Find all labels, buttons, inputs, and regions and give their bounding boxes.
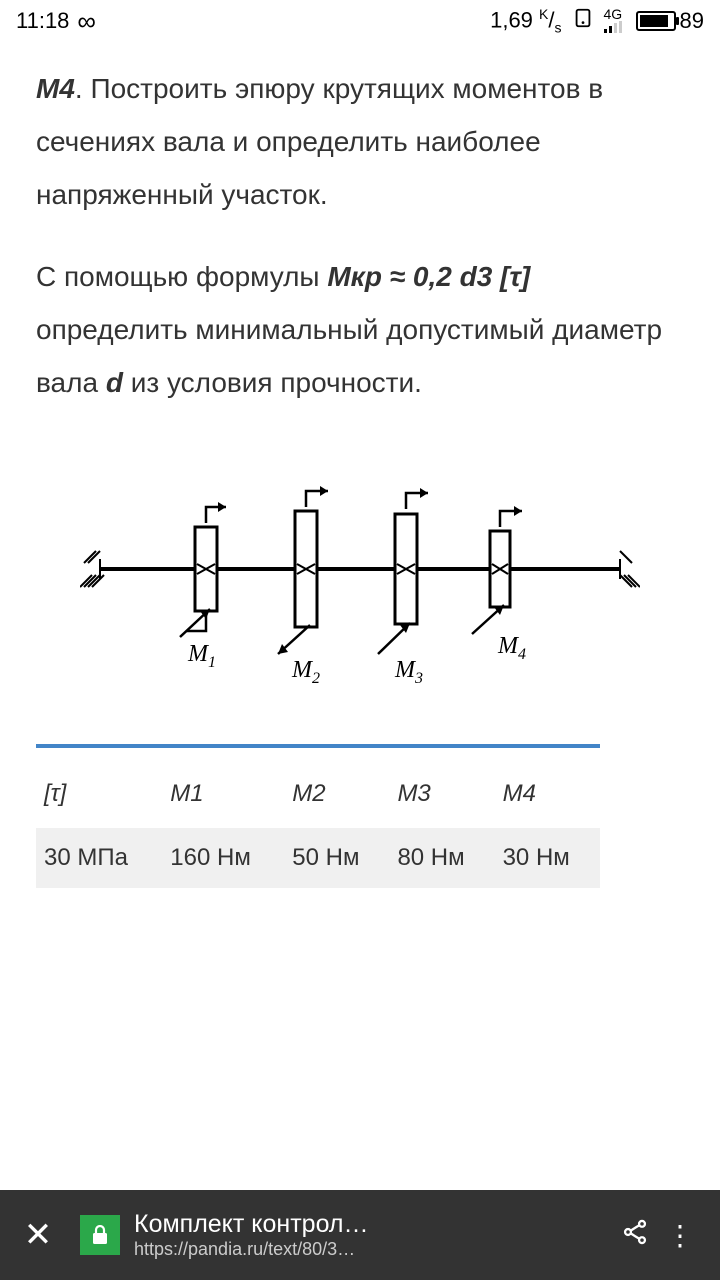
table-header-row: [τ] M1 M2 M3 M4 [36, 770, 600, 828]
th-m3: M3 [389, 770, 494, 828]
th-tau: [τ] [36, 770, 162, 828]
lock-icon [80, 1215, 120, 1255]
label-m3: M3 [394, 657, 423, 687]
data-table-wrap: [τ] M1 M2 M3 M4 30 МПа 160 Нм 50 Нм 80 Н… [36, 744, 684, 888]
label-m4: M4 [497, 633, 526, 663]
status-right: 1,69 K/s 4G 89 [490, 6, 704, 36]
page-title: Комплект контрол… [134, 1210, 610, 1239]
td-m3: 80 Нм [389, 828, 494, 888]
td-m4: 30 Нм [495, 828, 600, 888]
p2-text-a: С помощью формулы [36, 261, 327, 292]
table-accent-bar [36, 744, 600, 748]
rotation-lock-icon [572, 7, 594, 35]
paragraph-1: М4. Построить эпюру крутящих моментов в … [36, 62, 684, 222]
diagram-svg: M1 M2 M3 [80, 459, 640, 689]
data-rate: 1,69 K/s [490, 6, 561, 36]
page-url: https://pandia.ru/text/80/3… [134, 1239, 610, 1260]
label-m2: M2 [291, 657, 320, 687]
p1-label: М4 [36, 73, 75, 104]
th-m2: M2 [284, 770, 389, 828]
share-icon[interactable] [610, 1218, 660, 1253]
data-table: [τ] M1 M2 M3 M4 30 МПа 160 Нм 50 Нм 80 Н… [36, 770, 600, 888]
clock: 11:18 [16, 8, 69, 34]
p2-text-c: из условия прочности. [123, 367, 422, 398]
status-bar: 11:18 ∞ 1,69 K/s 4G 89 [0, 0, 720, 42]
table-row: 30 МПа 160 Нм 50 Нм 80 Нм 30 Нм [36, 828, 600, 888]
paragraph-2: С помощью формулы Мкр ≈ 0,2 d3 [τ] опред… [36, 250, 684, 410]
status-left: 11:18 ∞ [16, 6, 96, 37]
more-icon[interactable]: ⋮ [660, 1219, 700, 1252]
th-m4: M4 [495, 770, 600, 828]
td-tau: 30 МПа [36, 828, 162, 888]
browser-bottom-bar: ✕ Комплект контрол… https://pandia.ru/te… [0, 1190, 720, 1280]
p2-formula: Мкр ≈ 0,2 d3 [τ] [327, 261, 530, 292]
p1-text: . Построить эпюру крутящих моментов в се… [36, 73, 603, 210]
th-m1: M1 [162, 770, 284, 828]
td-m1: 160 Нм [162, 828, 284, 888]
infinity-icon: ∞ [77, 6, 96, 37]
td-m2: 50 Нм [284, 828, 389, 888]
close-icon[interactable]: ✕ [20, 1215, 56, 1255]
content-area: М4. Построить эпюру крутящих моментов в … [0, 42, 720, 888]
label-m1: M1 [187, 641, 216, 671]
p2-d: d [106, 367, 123, 398]
shaft-diagram: M1 M2 M3 [36, 459, 684, 689]
battery-icon: 89 [636, 8, 704, 34]
url-block[interactable]: Комплект контрол… https://pandia.ru/text… [134, 1210, 610, 1260]
network-icon: 4G [604, 7, 626, 35]
